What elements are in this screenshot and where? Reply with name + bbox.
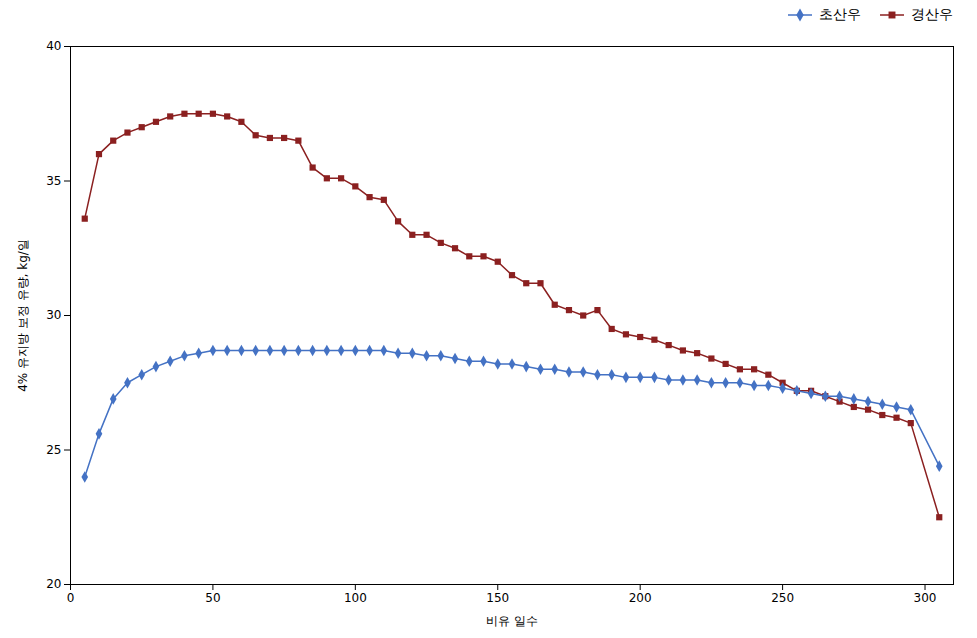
html-text:초산우: 초산우 [819,6,861,22]
svg-text:100: 100 [344,591,367,605]
svg-text:25: 25 [46,443,61,457]
svg-text:150: 150 [486,591,509,605]
svg-text:30: 30 [46,308,61,322]
svg-text:50: 50 [205,591,220,605]
svg-text:40: 40 [46,39,61,53]
svg-text:20: 20 [46,577,61,591]
svg-text:35: 35 [46,174,61,188]
svg-text:300: 300 [914,591,937,605]
svg-text:비유 일수: 비유 일수 [486,614,538,628]
svg-text:0: 0 [67,591,75,605]
html-text:경산우: 경산우 [911,6,953,22]
svg-text:4% 유지방 보정 유량, kg/일: 4% 유지방 보정 유량, kg/일 [16,239,30,392]
svg-text:200: 200 [629,591,652,605]
svg-text:250: 250 [771,591,794,605]
